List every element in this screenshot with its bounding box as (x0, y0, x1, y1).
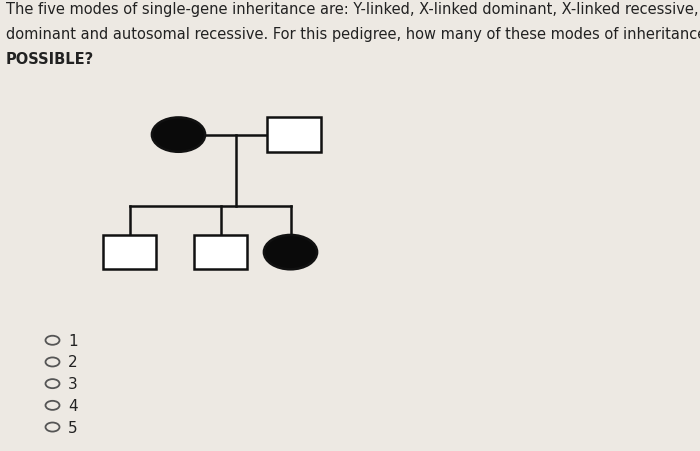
Circle shape (152, 118, 205, 152)
Text: 5: 5 (68, 419, 78, 435)
Bar (103, 235, 156, 270)
Text: The five modes of single-gene inheritance are: Y-linked, X-linked dominant, X-li: The five modes of single-gene inheritanc… (6, 2, 700, 17)
Text: dominant and autosomal recessive. For this pedigree, how many of these modes of : dominant and autosomal recessive. For th… (6, 27, 700, 42)
Circle shape (264, 235, 317, 270)
Text: 1: 1 (68, 333, 78, 348)
Bar (194, 235, 247, 270)
Text: 2: 2 (68, 354, 78, 370)
Bar (267, 118, 321, 152)
Text: 3: 3 (68, 376, 78, 391)
Text: 4: 4 (68, 398, 78, 413)
Text: POSSIBLE?: POSSIBLE? (6, 52, 94, 67)
